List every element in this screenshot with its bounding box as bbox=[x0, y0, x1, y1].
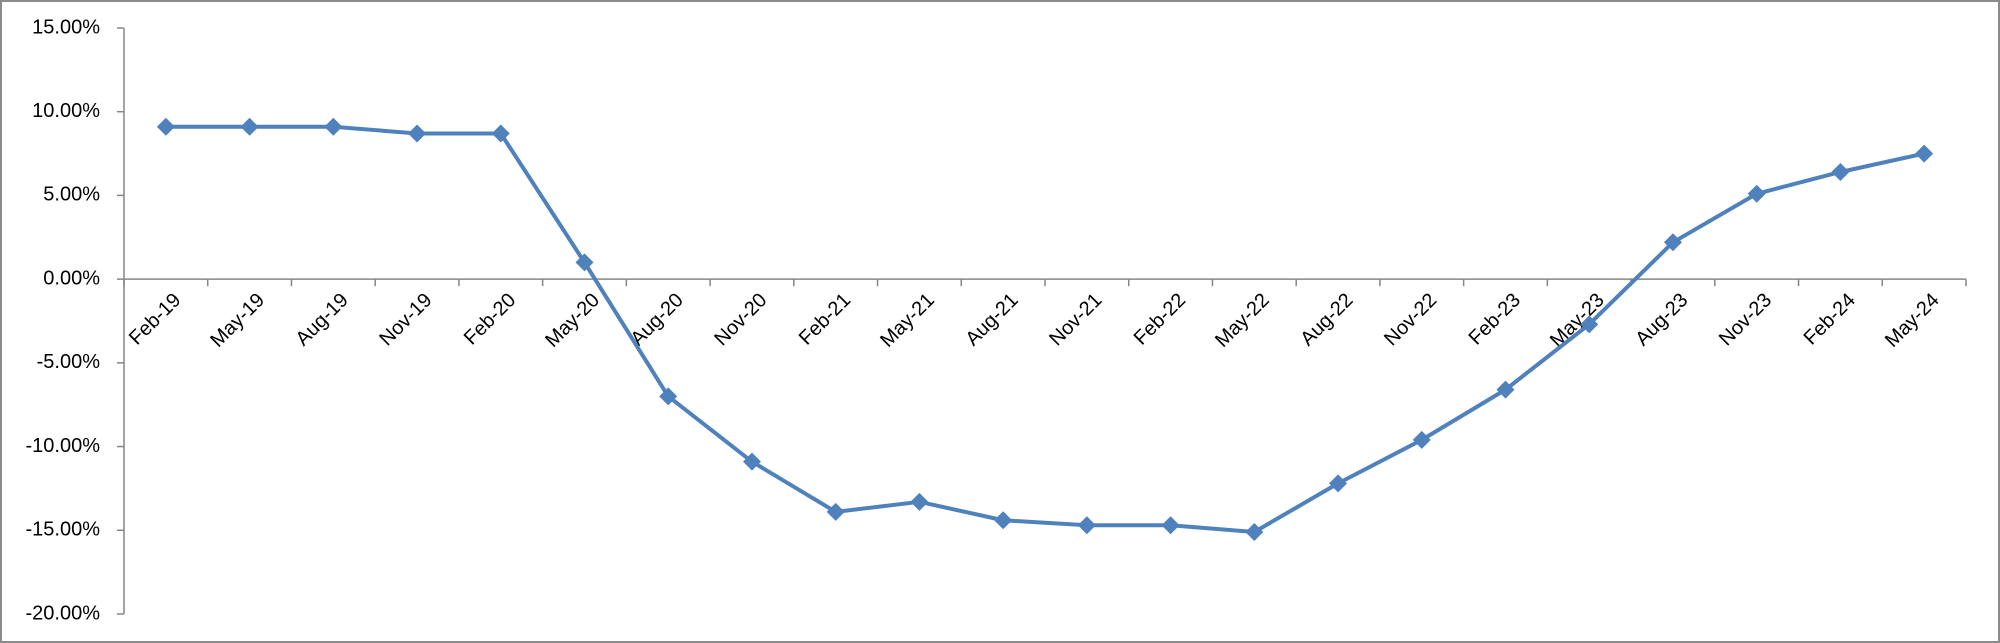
data-point bbox=[1663, 233, 1682, 252]
data-point bbox=[491, 124, 510, 143]
y-tick-label: 10.00% bbox=[32, 100, 100, 122]
data-point bbox=[240, 117, 259, 136]
data-point bbox=[156, 117, 175, 136]
data-point bbox=[408, 124, 427, 143]
data-point bbox=[826, 502, 845, 521]
data-point bbox=[1580, 315, 1599, 334]
data-point bbox=[1496, 380, 1515, 399]
y-tick-label: -15.00% bbox=[26, 519, 101, 541]
data-point bbox=[1245, 522, 1264, 541]
data-point bbox=[1077, 516, 1096, 535]
data-point bbox=[575, 253, 594, 272]
data-point bbox=[1161, 516, 1180, 535]
data-point bbox=[742, 452, 761, 471]
y-tick-label: 0.00% bbox=[43, 267, 100, 289]
y-tick-label: 5.00% bbox=[43, 184, 100, 206]
data-point bbox=[1329, 474, 1348, 493]
y-tick-label: 15.00% bbox=[32, 16, 100, 38]
data-point bbox=[994, 511, 1013, 530]
data-point bbox=[659, 387, 678, 406]
y-tick-label: -20.00% bbox=[26, 602, 101, 624]
data-point bbox=[1831, 162, 1850, 181]
data-point bbox=[324, 117, 343, 136]
data-point bbox=[1915, 144, 1934, 163]
series-line bbox=[165, 124, 1925, 534]
y-tick-label: -5.00% bbox=[37, 351, 101, 373]
data-point bbox=[910, 492, 929, 511]
data-point bbox=[1412, 430, 1431, 449]
data-point bbox=[1747, 184, 1766, 203]
y-tick-label: -10.00% bbox=[26, 435, 101, 457]
